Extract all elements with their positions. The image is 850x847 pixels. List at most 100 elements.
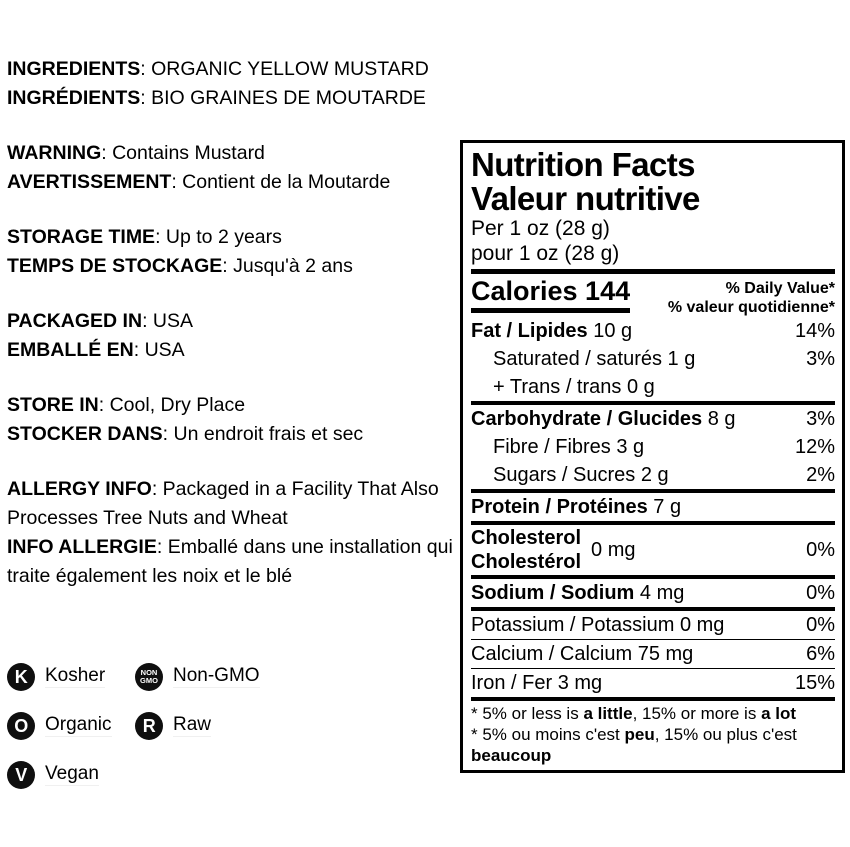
footnote-fr-bold2: beaucoup [471,746,552,765]
nutrient-amount: 1 g [667,348,696,370]
non-gmo-icon: NON GMO [135,662,163,691]
mineral-daily-value: 6% [806,643,835,665]
badge-label: Non-GMO [173,665,260,688]
info-value: : ORGANIC YELLOW MUSTARD [140,58,429,80]
badge-raw: R Raw [135,711,212,740]
info-line: STOCKER DANS: Un endroit frais et sec [7,420,459,449]
badge-kosher: K Kosher [7,662,135,691]
badge-row: O Organic R Raw [7,701,447,750]
badge-label: Organic [45,714,112,737]
info-line: INGRÉDIENTS: BIO GRAINES DE MOUTARDE [7,84,459,113]
info-value: : USA [133,339,185,361]
info-value: : Contains Mustard [101,142,265,164]
info-label: ALLERGY INFO [7,478,152,500]
nutrient-name-cell: Saturated / saturés 1 g [471,346,798,372]
raw-icon: R [135,711,163,740]
nutrition-title-fr: Valeur nutritive [471,180,700,217]
nutrient-daily-value: 2% [806,464,835,486]
badge-mark-line1: O [14,715,28,736]
badge-label: Kosher [45,665,106,688]
info-line: STORAGE TIME: Up to 2 years [7,223,459,252]
sodium-label: Sodium / Sodium 4 mg [471,580,798,606]
info-line: INGREDIENTS: ORGANIC YELLOW MUSTARD [7,55,459,84]
nutrition-title-en: Nutrition Facts [471,146,695,183]
nutrient-row: Fat / Lipides 10 g 14% [471,317,835,345]
nutrient-name-cell: Fat / Lipides 10 g [471,318,787,344]
nutrient-name: Fat / Lipides [471,320,588,342]
footnote-fr-bold1: peu [624,725,655,744]
nutrient-daily-value: 3% [806,408,835,430]
nutrient-daily-value: 12% [794,436,835,458]
info-value: : Jusqu'à 2 ans [222,255,353,277]
badge-non-gmo: NON GMO Non-GMO [135,662,260,691]
info-line: ALLERGY INFO: Packaged in a Facility Tha… [7,475,459,533]
nutrient-name: Fibre / Fibres [493,436,611,458]
info-label: STORE IN [7,394,99,416]
serving-size-en: Per 1 oz (28 g) [471,217,610,240]
nutrient-row: Fibre / Fibres 3 g 12% [471,433,835,461]
nutrient-daily-value: 14% [794,320,835,342]
info-block-packaged-in: PACKAGED IN: USA EMBALLÉ EN: USA [7,307,459,365]
nutrient-row: Carbohydrate / Glucides 8 g 3% [471,405,835,433]
badge-mark-line1: V [15,764,27,785]
nutrient-amount: 10 g [593,320,633,342]
info-label: EMBALLÉ EN [7,339,134,361]
nutrient-name-cell: + Trans / trans 0 g [471,374,827,400]
nutrient-name-cell: Protein / Protéines 7 g [471,494,827,520]
footnote-fr-part1: * 5% ou moins c'est [471,725,625,744]
badge-label: Raw [173,714,212,737]
nutrient-amount: 2 g [640,464,669,486]
mineral-daily-value: 0% [806,614,835,636]
info-value: : Contient de la Moutarde [171,171,391,193]
badge-vegan: V Vegan [7,760,135,789]
sodium-row: Sodium / Sodium 4 mg 0% [471,579,835,607]
divider [471,489,835,493]
cholesterol-amount: 0 mg [591,538,636,561]
badge-mark-line1: K [14,666,28,687]
nutrition-facts-panel: Nutrition Facts Valeur nutritive Per 1 o… [460,140,845,773]
footnote-en: * 5% or less is a little, 15% or more is… [471,703,835,724]
sodium-name: Sodium / Sodium [471,582,635,604]
info-label: INGREDIENTS [7,58,141,80]
info-block-ingredients: INGREDIENTS: ORGANIC YELLOW MUSTARD INGRÉ… [7,55,459,113]
info-value: : Packaged in a Facility That Also Proce… [7,478,439,529]
calories-row: Calories 144 % Daily Value* % valeur quo… [471,274,835,317]
nutrient-row: Protein / Protéines 7 g [471,493,835,521]
sodium-amount: 4 mg [639,582,685,604]
cholesterol-label-fr: Cholestérol [471,551,582,573]
info-label: STOCKER DANS [7,423,163,445]
info-value: : Emballé dans une installation qui trai… [7,536,453,587]
mineral-row: Calcium / Calcium 75 mg 6% [471,640,835,668]
footnote-en-bold1: a little [583,704,633,723]
nutrient-name-cell: Fibre / Fibres 3 g [471,434,787,460]
divider-above-minerals [471,607,835,611]
info-label: WARNING [7,142,102,164]
info-label: INGRÉDIENTS [7,87,141,109]
footnote-fr-part2: , 15% ou plus c'est [654,725,797,744]
divider-above-calories [471,269,835,274]
nutrient-name: Protein / Protéines [471,496,648,518]
footnote: * 5% or less is a little, 15% or more is… [471,701,835,766]
badge-mark-line2: GMO [140,675,158,685]
mineral-name: Potassium / Potassium 0 mg [471,614,725,636]
daily-value-header-en: % Daily Value* [725,280,835,297]
mineral-row: Potassium / Potassium 0 mg 0% [471,611,835,639]
info-line: PACKAGED IN: USA [7,307,459,336]
mineral-rows: Potassium / Potassium 0 mg 0% Calcium / Ca… [471,611,835,697]
badge-row: K Kosher NON GMO Non-GMO [7,652,447,701]
serving-size-fr: pour 1 oz (28 g) [471,242,620,265]
divider-above-sodium [471,575,835,579]
nutrient-amount: 0 g [626,376,655,398]
divider [471,668,835,669]
product-info-column: INGREDIENTS: ORGANIC YELLOW MUSTARD INGRÉ… [7,55,459,591]
nutrient-name: Carbohydrate / Glucides [471,408,703,430]
nutrient-row: + Trans / trans 0 g [471,373,835,401]
badge-label: Vegan [45,763,99,786]
nutrient-amount: 3 g [616,436,645,458]
nutrient-name-cell: Carbohydrate / Glucides 8 g [471,406,798,432]
info-line: TEMPS DE STOCKAGE: Jusqu'à 2 ans [7,252,459,281]
info-line: STORE IN: Cool, Dry Place [7,391,459,420]
cholesterol-label: Cholesterol Cholestérol [471,526,581,574]
certification-badges: K Kosher NON GMO Non-GMO O Organic R Raw V Vegan [7,652,447,799]
info-line: EMBALLÉ EN: USA [7,336,459,365]
